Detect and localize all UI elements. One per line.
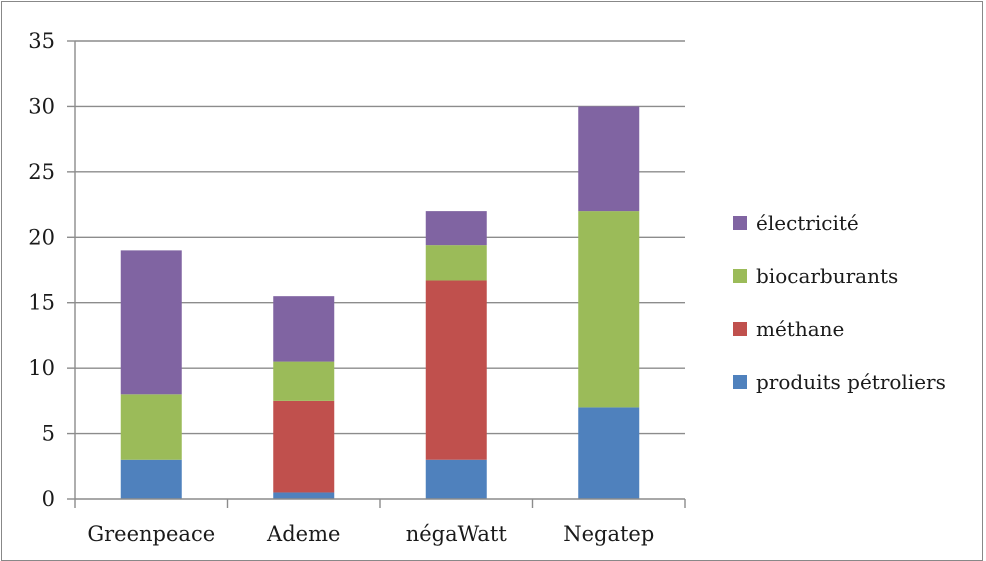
y-tick-label: 20 xyxy=(28,225,55,249)
legend-label: biocarburants xyxy=(756,263,899,288)
y-tick-label: 5 xyxy=(42,422,55,446)
y-tick-label: 10 xyxy=(28,356,55,380)
x-tick-label: négaWatt xyxy=(406,522,508,546)
legend-swatch xyxy=(733,215,747,230)
bar-segment xyxy=(425,280,487,460)
x-tick-label: Negatep xyxy=(563,522,654,546)
bar-segment xyxy=(273,492,335,499)
axes xyxy=(67,40,686,508)
legend-item: produits pétroliers xyxy=(733,355,983,408)
bar-segment xyxy=(425,211,487,246)
legend-label: méthane xyxy=(756,316,845,341)
bar-segment xyxy=(578,106,640,212)
x-tick-label: Ademe xyxy=(266,522,340,546)
y-tick-label: 15 xyxy=(28,291,55,315)
bar-segment xyxy=(273,361,335,401)
legend-item: biocarburants xyxy=(733,249,983,302)
x-tick-label: Greenpeace xyxy=(87,522,215,546)
bars xyxy=(120,106,640,499)
bar-segment xyxy=(120,250,182,395)
y-tick-label: 30 xyxy=(28,94,55,118)
y-tick-label: 35 xyxy=(28,29,55,53)
legend: électricité biocarburants méthane produits … xyxy=(733,196,983,408)
bar-segment xyxy=(273,400,335,493)
legend-item: électricité xyxy=(733,196,983,249)
legend-label: produits pétroliers xyxy=(756,369,946,394)
bar-segment xyxy=(273,296,335,362)
x-tick-labels: Greenpeace Ademe négaWatt Negatep xyxy=(87,522,654,546)
y-tick-labels: 0 5 10 15 20 25 30 35 xyxy=(28,29,55,511)
bar-segment xyxy=(425,245,487,281)
legend-label: électricité xyxy=(756,210,859,235)
legend-item: méthane xyxy=(733,302,983,355)
bar-segment xyxy=(578,407,640,499)
bar-segment xyxy=(120,394,182,460)
bar-segment xyxy=(578,211,640,408)
legend-swatch xyxy=(733,374,747,389)
legend-swatch xyxy=(733,268,747,283)
bar-segment xyxy=(425,459,487,499)
y-tick-label: 25 xyxy=(28,160,55,184)
y-tick-label: 0 xyxy=(42,487,55,511)
legend-swatch xyxy=(733,321,747,336)
bar-segment xyxy=(120,459,182,499)
